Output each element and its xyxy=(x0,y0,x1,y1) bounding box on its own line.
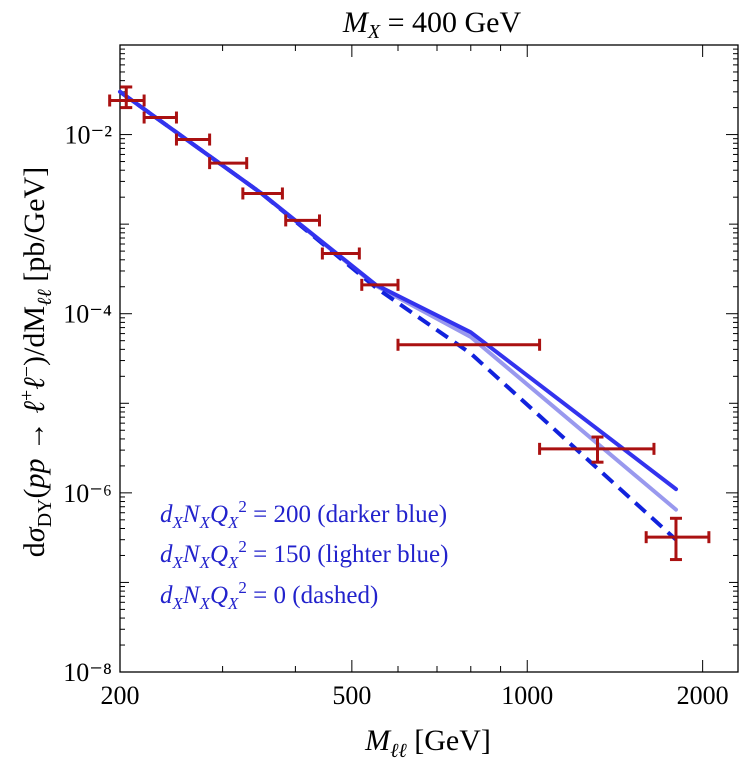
data-point xyxy=(241,187,284,200)
legend-entry-dashed: dXNXQX2 = 0 (dashed) xyxy=(160,578,378,613)
data-point xyxy=(644,516,711,562)
data-point xyxy=(396,338,542,351)
y-tick-label: 10⁻⁴ xyxy=(63,300,112,329)
x-tick-label: 1000 xyxy=(501,681,553,710)
data-point xyxy=(360,278,400,291)
series-line xyxy=(118,90,678,542)
legend-entry-darker: dXNXQX2 = 200 (darker blue) xyxy=(160,497,447,532)
x-tick-label: 500 xyxy=(332,681,371,710)
y-axis-label: dσDY(pp → ℓ+ℓ−)/dMℓℓ [pb/GeV] xyxy=(16,167,56,557)
data-point xyxy=(174,133,212,146)
data-point xyxy=(284,214,322,227)
model-curves xyxy=(118,89,678,542)
y-tick-label: 10⁻⁸ xyxy=(63,658,112,687)
axis-ticks xyxy=(119,44,738,673)
x-tick-label: 200 xyxy=(101,681,140,710)
data-points xyxy=(108,85,711,562)
y-tick-label: 10⁻⁶ xyxy=(63,479,112,508)
data-point xyxy=(142,111,178,124)
chart-title: MX = 400 GeV xyxy=(342,6,522,43)
y-tick-label: 10⁻² xyxy=(64,121,112,150)
data-point xyxy=(538,435,656,464)
legend-entry-lighter: dXNXQX2 = 150 (lighter blue) xyxy=(160,537,448,572)
legend: dXNXQX2 = 200 (darker blue) dXNXQX2 = 15… xyxy=(160,497,448,613)
data-point xyxy=(108,85,146,110)
series-line xyxy=(118,89,678,512)
axis-tick-labels: 200 500 1000 2000 10⁻⁸ 10⁻⁶ 10⁻⁴ 10⁻² xyxy=(63,121,728,710)
x-tick-label: 2000 xyxy=(677,681,729,710)
data-point xyxy=(320,247,361,260)
x-axis-label: Mℓℓ [GeV] xyxy=(364,724,491,762)
plot-frame xyxy=(119,44,739,673)
data-point xyxy=(208,157,249,170)
